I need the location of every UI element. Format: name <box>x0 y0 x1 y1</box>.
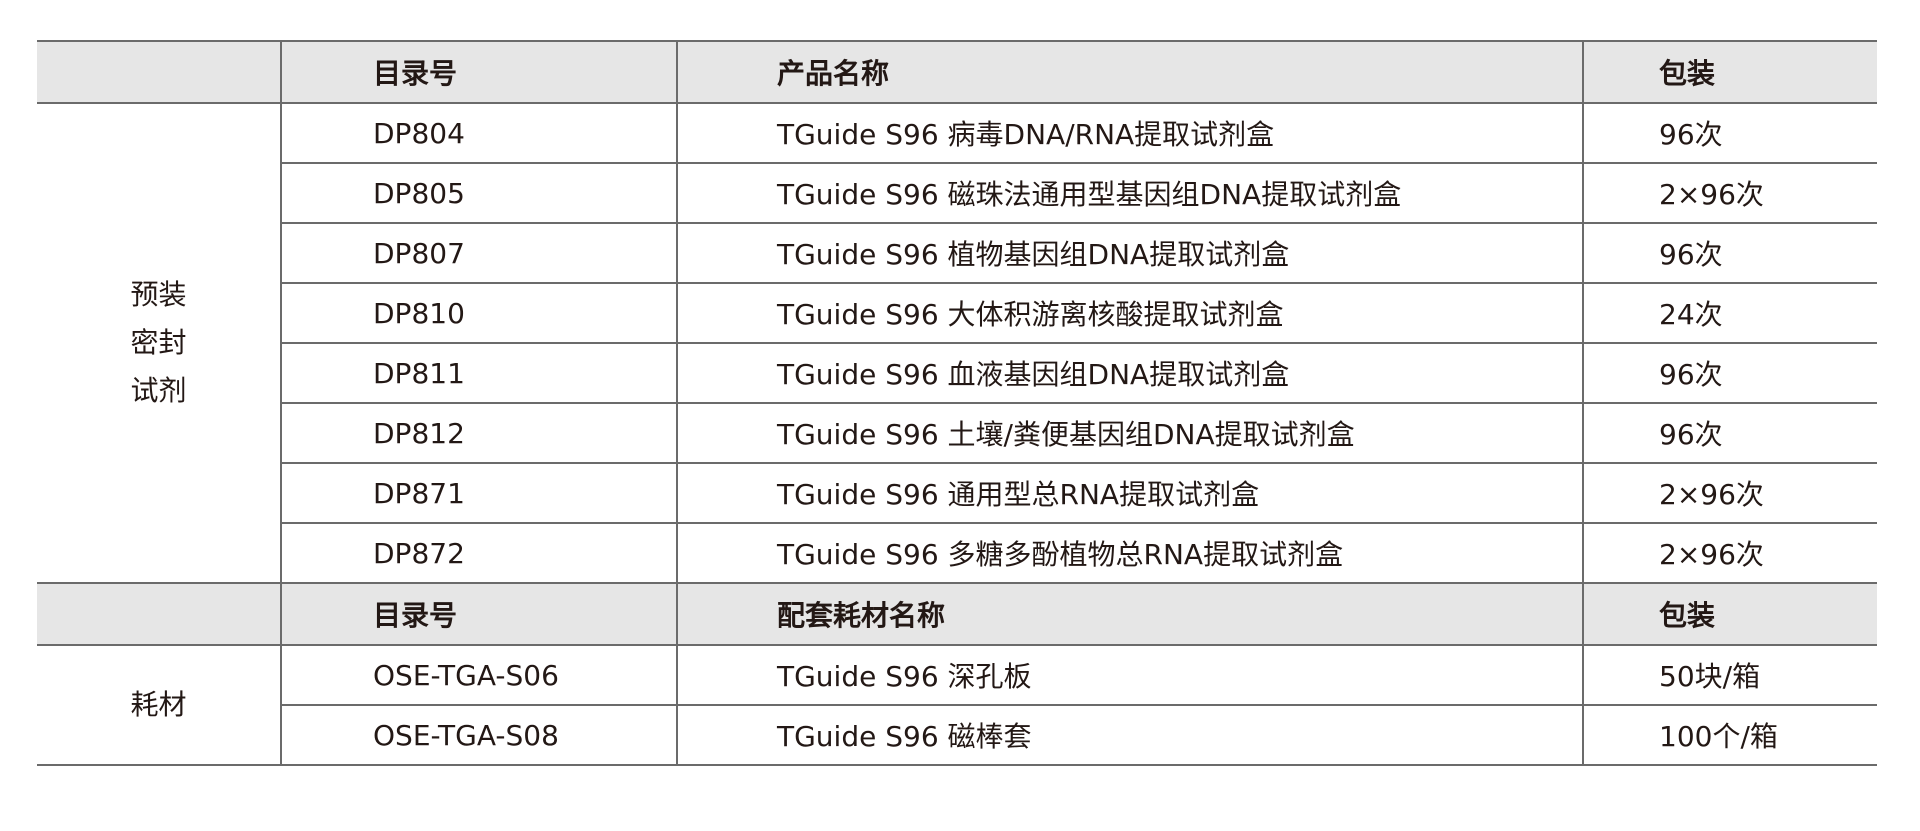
header-empty <box>37 40 281 104</box>
product-name: TGuide S96 土壤/粪便基因组DNA提取试剂盒 <box>676 402 1583 464</box>
catalog-number: OSE-TGA-S08 <box>280 704 677 766</box>
table-row: DP872 TGuide S96 多糖多酚植物总RNA提取试剂盒 2×96次 <box>37 522 1877 584</box>
package: 2×96次 <box>1582 162 1877 224</box>
header-row: 目录号 产品名称 包装 <box>37 40 1877 104</box>
category-label: 耗材 <box>130 688 187 721</box>
product-name: TGuide S96 深孔板 <box>676 644 1583 706</box>
package: 100个/箱 <box>1582 704 1877 766</box>
column-header: 配套耗材名称 <box>676 582 1583 646</box>
table-row: DP812 TGuide S96 土壤/粪便基因组DNA提取试剂盒 96次 <box>37 402 1877 464</box>
catalog-number: DP872 <box>280 522 677 584</box>
column-header: 目录号 <box>280 40 677 104</box>
table-row: DP871 TGuide S96 通用型总RNA提取试剂盒 2×96次 <box>37 462 1877 524</box>
column-header: 包装 <box>1582 582 1877 646</box>
package: 24次 <box>1582 282 1877 344</box>
product-name: TGuide S96 多糖多酚植物总RNA提取试剂盒 <box>676 522 1583 584</box>
catalog-number: DP807 <box>280 222 677 284</box>
package: 2×96次 <box>1582 462 1877 524</box>
table-row: DP811 TGuide S96 血液基因组DNA提取试剂盒 96次 <box>37 342 1877 404</box>
product-name: TGuide S96 病毒DNA/RNA提取试剂盒 <box>676 102 1583 164</box>
header-row: 目录号 配套耗材名称 包装 <box>37 582 1877 646</box>
column-header: 产品名称 <box>676 40 1583 104</box>
category-label: 密封 <box>130 326 187 359</box>
package: 50块/箱 <box>1582 644 1877 706</box>
column-header: 目录号 <box>280 582 677 646</box>
catalog-number: OSE-TGA-S06 <box>280 644 677 706</box>
category-cell: 预装 密封 试剂 <box>37 102 281 584</box>
product-name: TGuide S96 磁棒套 <box>676 704 1583 766</box>
product-name: TGuide S96 大体积游离核酸提取试剂盒 <box>676 282 1583 344</box>
column-header: 包装 <box>1582 40 1877 104</box>
product-name: TGuide S96 植物基因组DNA提取试剂盒 <box>676 222 1583 284</box>
package: 96次 <box>1582 342 1877 404</box>
table-row: OSE-TGA-S08 TGuide S96 磁棒套 100个/箱 <box>37 704 1877 766</box>
table-row: DP805 TGuide S96 磁珠法通用型基因组DNA提取试剂盒 2×96次 <box>37 162 1877 224</box>
catalog-number: DP871 <box>280 462 677 524</box>
catalog-number: DP812 <box>280 402 677 464</box>
table-row: DP810 TGuide S96 大体积游离核酸提取试剂盒 24次 <box>37 282 1877 344</box>
header-empty <box>37 582 281 646</box>
package: 96次 <box>1582 402 1877 464</box>
package: 2×96次 <box>1582 522 1877 584</box>
product-name: TGuide S96 通用型总RNA提取试剂盒 <box>676 462 1583 524</box>
category-cell: 耗材 <box>37 644 281 766</box>
table-row: DP807 TGuide S96 植物基因组DNA提取试剂盒 96次 <box>37 222 1877 284</box>
catalog-number: DP811 <box>280 342 677 404</box>
product-table: 目录号 产品名称 包装 预装 密封 试剂 DP804 TGuide S96 病毒DNA/RNA… <box>37 40 1877 766</box>
category-label: 预装 <box>130 278 187 311</box>
product-name: TGuide S96 血液基因组DNA提取试剂盒 <box>676 342 1583 404</box>
catalog-number: DP805 <box>280 162 677 224</box>
package: 96次 <box>1582 102 1877 164</box>
table-row: 预装 密封 试剂 DP804 TGuide S96 病毒DNA/RNA提取试剂盒 96次 <box>37 102 1877 584</box>
catalog-number: DP804 <box>280 102 677 164</box>
table-row: 耗材 OSE-TGA-S06 TGuide S96 深孔板 50块/箱 <box>37 644 1877 766</box>
product-name: TGuide S96 磁珠法通用型基因组DNA提取试剂盒 <box>676 162 1583 224</box>
package: 96次 <box>1582 222 1877 284</box>
category-label: 试剂 <box>130 374 187 407</box>
catalog-number: DP810 <box>280 282 677 344</box>
